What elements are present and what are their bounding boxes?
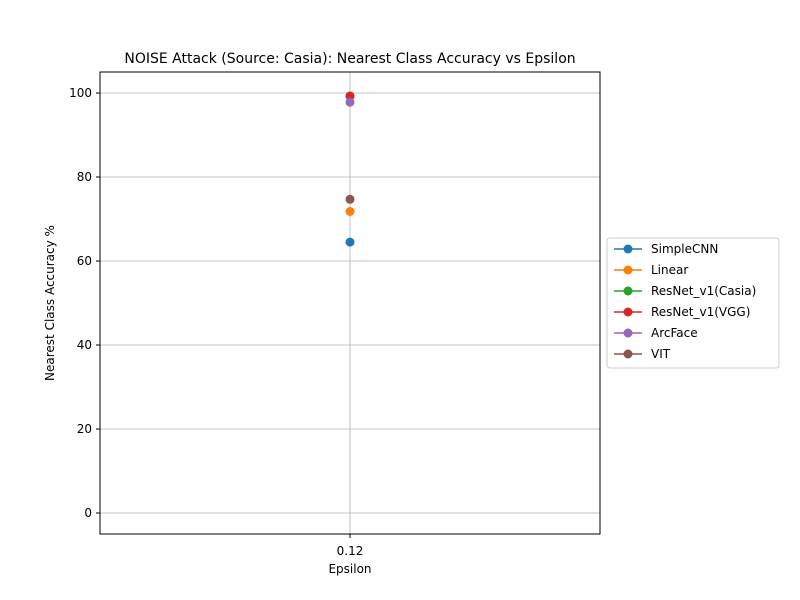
y-tick-label: 100 — [69, 86, 92, 100]
y-tick-label: 60 — [77, 254, 92, 268]
x-tick-label: 0.12 — [337, 544, 364, 558]
legend-entry: ResNet_v1(VGG) — [651, 305, 750, 319]
chart-title: NOISE Attack (Source: Casia): Nearest Cl… — [124, 51, 575, 67]
legend-marker — [623, 349, 633, 359]
legend-marker — [623, 265, 633, 275]
grid — [100, 72, 600, 534]
y-axis-label: Nearest Class Accuracy % — [43, 225, 57, 381]
legend-entry: VIT — [651, 347, 671, 361]
data-point — [345, 97, 355, 107]
legend-entry: ArcFace — [651, 326, 698, 340]
y-tick-label: 80 — [77, 170, 92, 184]
legend-entry: ResNet_v1(Casia) — [651, 284, 756, 298]
data-point — [345, 237, 355, 247]
legend-frame — [606, 237, 780, 369]
legend-marker — [623, 307, 633, 317]
legend-marker — [623, 244, 633, 254]
data-point — [345, 194, 355, 204]
legend-entry: SimpleCNN — [651, 242, 718, 256]
x-axis-ticks: 0.12 — [337, 534, 364, 558]
y-tick-label: 20 — [77, 422, 92, 436]
y-axis-ticks: 0 20 40 60 80 100 — [69, 86, 100, 520]
legend-marker — [623, 328, 633, 338]
y-tick-label: 40 — [77, 338, 92, 352]
data-point — [345, 206, 355, 216]
legend-marker — [623, 286, 633, 296]
series-layer — [345, 91, 355, 247]
legend: SimpleCNN Linear ResNet_v1(Casia) ResNet_v1… — [606, 237, 780, 369]
data-point — [345, 91, 355, 101]
legend-entry: Linear — [651, 263, 688, 277]
y-tick-label: 0 — [84, 506, 92, 520]
x-axis-label: Epsilon — [328, 562, 371, 576]
